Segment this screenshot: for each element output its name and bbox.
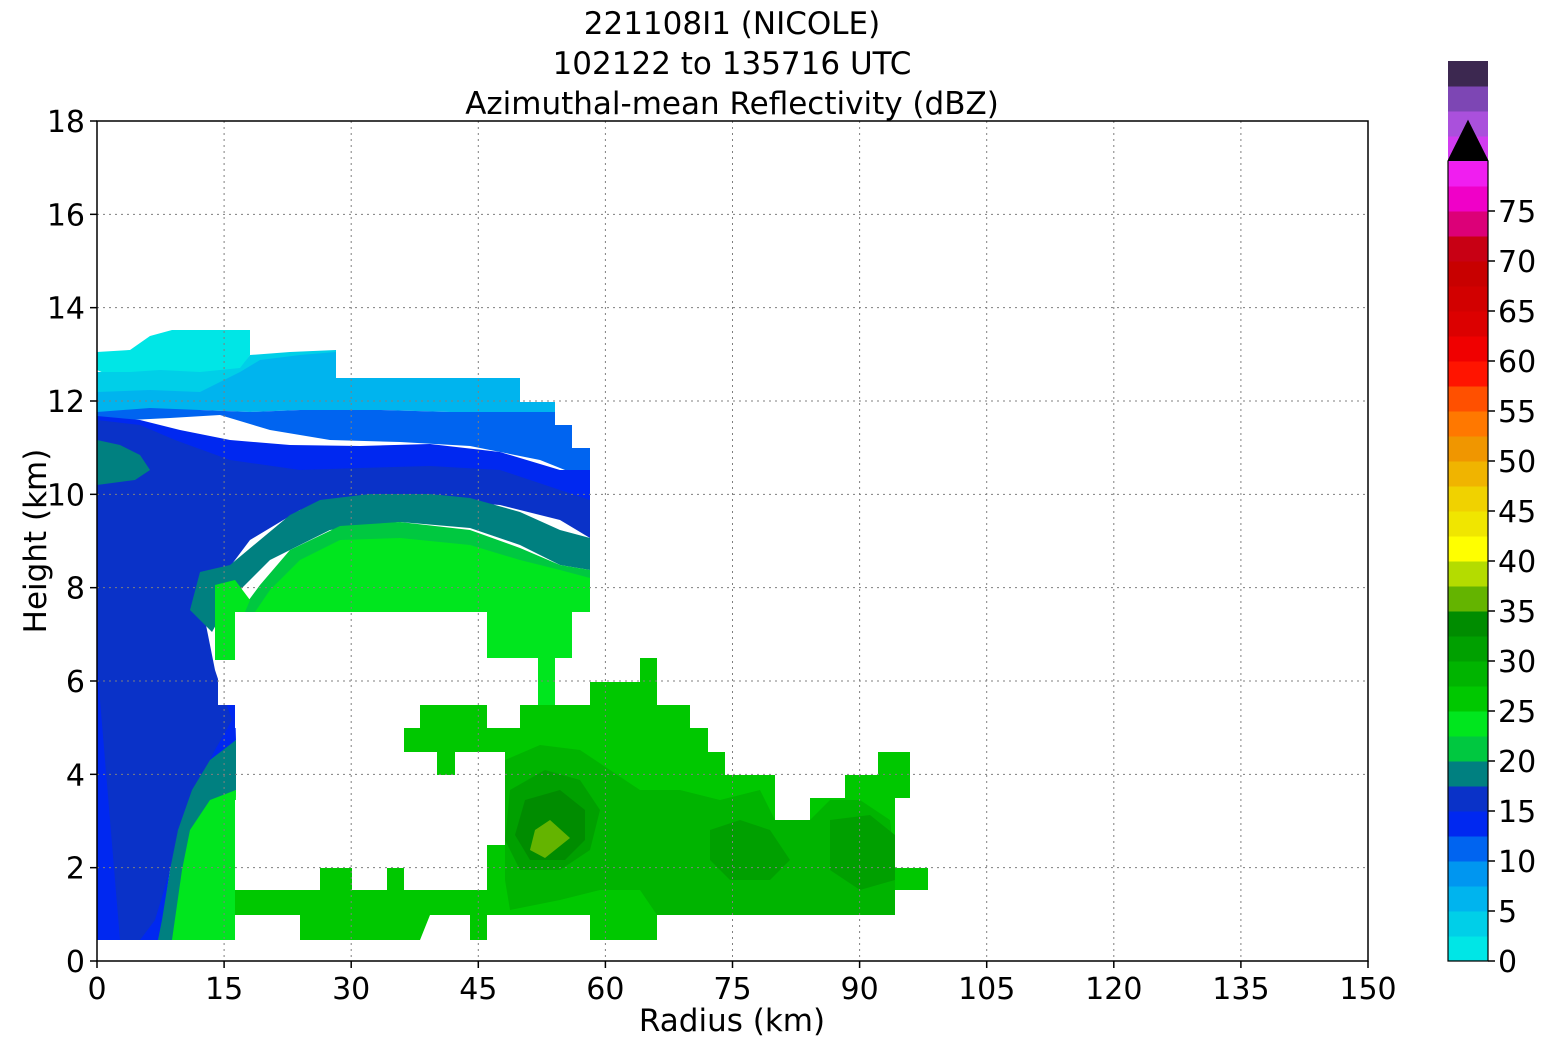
contour-12.5-15dBZ [97,420,590,940]
colorbar-tick-label: 20 [1498,745,1536,780]
colorbar-band [1448,286,1488,312]
colorbar-band [1448,811,1488,837]
colorbar-tick-label: 45 [1498,495,1536,530]
grid [97,121,1368,961]
colorbar-band [1448,411,1488,437]
colorbar-band [1448,886,1488,912]
y-tick-label: 6 [66,665,85,700]
colorbar-band [1448,536,1488,562]
colorbar-band [1448,86,1488,112]
colorbar-band [1448,761,1488,787]
colorbar-band [1448,836,1488,862]
colorbar-tick-label: 40 [1498,545,1536,580]
contour-20-22.5dBZ [255,538,590,612]
colorbar-tick-label: 25 [1498,695,1536,730]
contour-20-22.5dBZ-c [487,612,590,705]
x-axis: 0 15 30 45 60 75 90 105 120 135 150 [87,961,1397,1007]
reflectivity-field [97,330,928,940]
colorbar-band [1448,711,1488,737]
colorbar-band [1448,386,1488,412]
x-tick-label: 0 [87,972,106,1007]
chart-title-line-3: Azimuthal-mean Reflectivity (dBZ) [465,86,999,122]
contour-5-7.5dBZ [97,352,555,414]
colorbar-band [1448,686,1488,712]
x-tick-label: 135 [1212,972,1269,1007]
colorbar-tick-label: 0 [1498,945,1517,980]
colorbar-band [1448,161,1488,187]
colorbar-tick-label: 70 [1498,245,1536,280]
y-tick-label: 4 [66,758,85,793]
x-tick-label: 105 [958,972,1015,1007]
x-tick-label: 45 [459,972,497,1007]
contour-0-2.5dBZ [97,330,250,380]
colorbar-tick-label: 10 [1498,845,1536,880]
x-tick-label: 120 [1085,972,1142,1007]
chart-title-line-1: 221108I1 (NICOLE) [584,6,880,42]
x-tick-label: 150 [1339,972,1396,1007]
chart-title-line-2: 102122 to 135716 UTC [553,46,912,82]
colorbar-tick-label: 65 [1498,295,1536,330]
colorbar-band [1448,211,1488,237]
y-tick-label: 0 [66,945,85,980]
contour-25-27.5dBZ [505,745,895,915]
colorbar-band [1448,936,1488,962]
contour-27.5-30dBZ-c [830,815,895,890]
colorbar-tick-label: 55 [1498,395,1536,430]
x-tick-label: 30 [332,972,370,1007]
y-axis: 0 2 4 6 8 10 12 14 16 18 [47,105,97,980]
colorbar-band [1448,736,1488,762]
x-tick-label: 60 [586,972,624,1007]
x-tick-label: 90 [841,972,879,1007]
y-tick-label: 2 [66,852,85,887]
colorbar-tick-label: 50 [1498,445,1536,480]
x-tick-label: 15 [205,972,243,1007]
colorbar-band [1448,436,1488,462]
colorbar: 0 5 10 15 20 25 30 35 40 45 50 55 60 65 70 75 [1447,61,1536,980]
colorbar-tick-label: 60 [1498,345,1536,380]
colorbar-band [1448,561,1488,587]
colorbar-band [1448,336,1488,362]
contour-15-17.5dBZ [97,440,150,485]
colorbar-tick-label: 75 [1498,195,1536,230]
colorbar-band [1448,636,1488,662]
colorbar-frame [1447,119,1489,962]
colorbar-tick-label: 30 [1498,645,1536,680]
x-tick-label: 75 [713,972,751,1007]
y-tick-label: 10 [47,478,85,513]
colorbar-tick-label: 5 [1498,895,1517,930]
colorbar-band [1448,786,1488,812]
colorbar-band [1448,861,1488,887]
no-data-region-b [235,915,300,940]
colorbar-extend-max [1448,121,1488,161]
contour-7.5-10dBZ [97,408,590,480]
colorbar-tick-label: 15 [1498,795,1536,830]
colorbar-band [1448,611,1488,637]
y-tick-label: 14 [47,292,85,327]
colorbar-band [1448,911,1488,937]
colorbar-band [1448,236,1488,262]
y-tick-label: 16 [47,198,85,233]
colorbar-band [1448,311,1488,337]
colorbar-band [1448,361,1488,387]
contour-20-22.5dBZ-b [215,580,250,660]
y-tick-label: 8 [66,572,85,607]
y-tick-label: 18 [47,105,85,140]
contour-32.5-35dBZ [530,820,570,858]
colorbar-tick-label: 35 [1498,595,1536,630]
colorbar-band [1448,461,1488,487]
colorbar-band [1448,661,1488,687]
colorbar-band [1448,586,1488,612]
x-axis-label: Radius (km) [639,1003,825,1039]
contour-15-17.5dBZ-b [190,494,590,632]
contour-20-22.5dBZ-d [172,790,236,940]
colorbar-band [1448,186,1488,212]
y-axis-label: Height (km) [18,449,54,634]
y-tick-label: 12 [47,385,85,420]
contour-27.5-30dBZ-b [710,820,790,880]
colorbar-band [1448,261,1488,287]
colorbar-band [1448,511,1488,537]
colorbar-band [1448,61,1488,87]
colorbar-band [1448,486,1488,512]
